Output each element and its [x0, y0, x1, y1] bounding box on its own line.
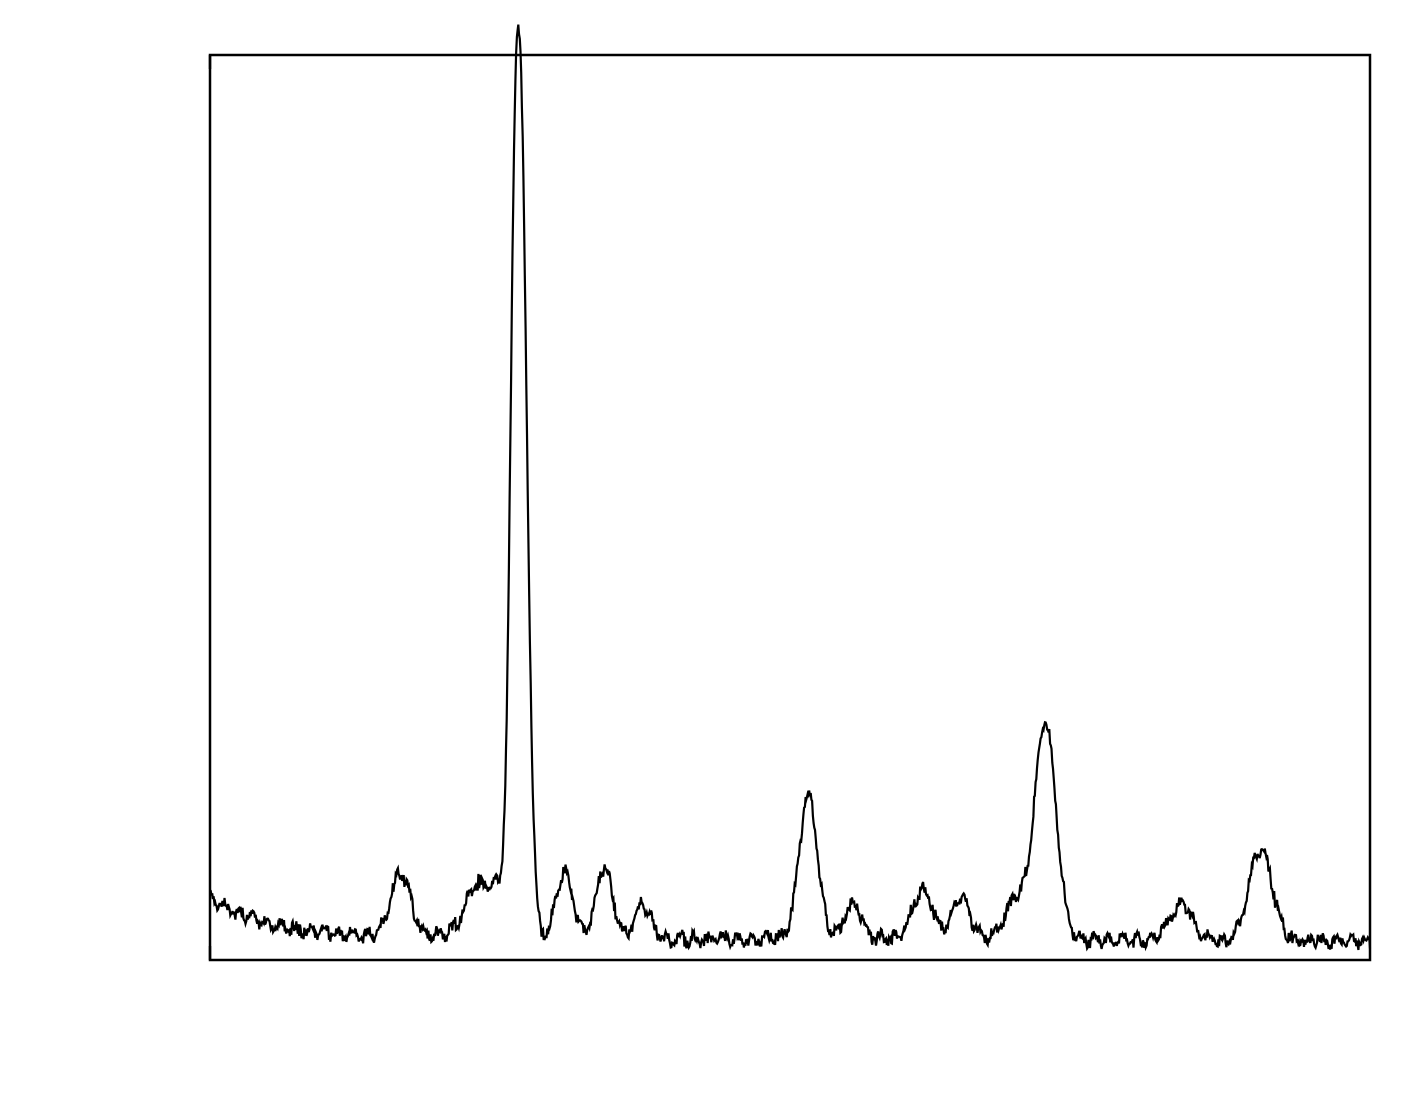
chart-svg	[0, 0, 1408, 1120]
xrd-chart	[0, 0, 1408, 1120]
xrd-pattern	[210, 25, 1370, 950]
plot-frame	[210, 55, 1370, 960]
